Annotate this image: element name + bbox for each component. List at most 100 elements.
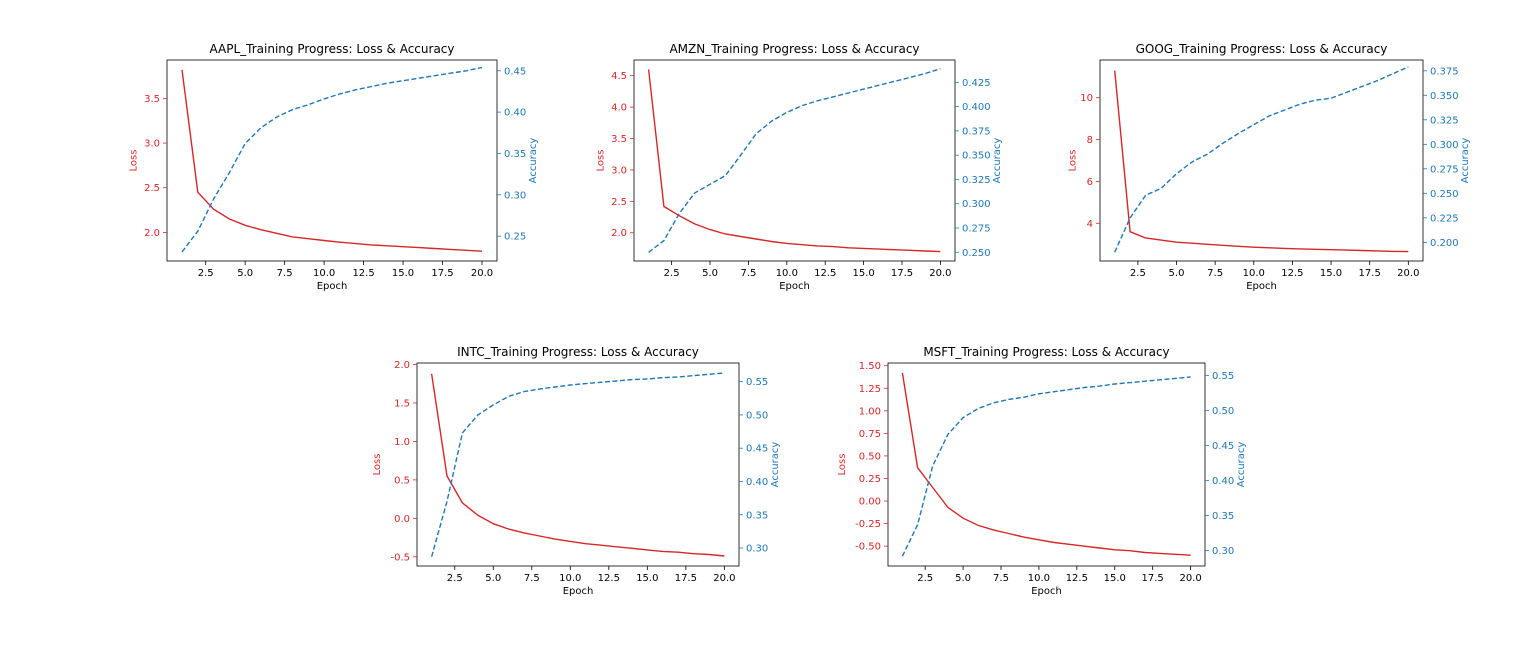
y-left-tick-label: 1.25 — [859, 384, 881, 395]
y-right-tick-label: 0.275 — [1430, 164, 1459, 175]
x-tick-label: 12.5 — [1281, 268, 1303, 279]
y-left-tick-label: 4.0 — [611, 103, 627, 114]
x-tick-label: 10.0 — [559, 573, 581, 584]
x-tick-label: 15.0 — [392, 268, 414, 279]
x-tick-label: 5.0 — [237, 268, 253, 279]
x-tick-label: 5.0 — [1169, 268, 1185, 279]
y-left-tick-label: 4 — [1087, 219, 1093, 230]
x-tick-label: 17.5 — [431, 268, 453, 279]
chart-2: GOOG_Training Progress: Loss & Accuracy 2… — [1068, 42, 1471, 292]
y-right-tick-label: 0.45 — [746, 444, 768, 455]
y-left-tick-label: -0.5 — [390, 552, 410, 563]
y-right-tick-label: 0.375 — [1430, 66, 1459, 77]
y-right-axis-label: Accuracy — [770, 442, 781, 488]
y-right-tick-label: 0.35 — [504, 149, 526, 160]
y-right-tick-label: 0.375 — [962, 126, 991, 137]
x-tick-label: 20.0 — [929, 268, 951, 279]
chart-title: MSFT_Training Progress: Loss & Accuracy — [923, 345, 1169, 359]
y-left-tick-label: 3.5 — [611, 134, 627, 145]
loss-line — [430, 373, 725, 557]
x-tick-label: 20.0 — [471, 268, 493, 279]
x-axis-label: Epoch — [1246, 281, 1277, 292]
y-left-axis-label: Loss — [595, 150, 606, 172]
accuracy-line — [181, 66, 483, 253]
chart-title: AAPL_Training Progress: Loss & Accuracy — [210, 42, 455, 56]
y-left-axis-label: Loss — [128, 150, 139, 172]
y-left-tick-label: 2.0 — [611, 228, 627, 239]
chart-4: MSFT_Training Progress: Loss & Accuracy 2… — [837, 345, 1247, 597]
x-tick-label: 15.0 — [636, 573, 658, 584]
x-tick-label: 17.5 — [675, 573, 697, 584]
x-tick-label: 5.0 — [955, 573, 971, 584]
y-right-tick-label: 0.30 — [1212, 546, 1234, 557]
y-left-tick-label: 2.5 — [144, 183, 160, 194]
y-left-tick-label: -0.25 — [855, 519, 881, 530]
x-tick-label: 2.5 — [1130, 268, 1146, 279]
chart-title: INTC_Training Progress: Loss & Accuracy — [457, 345, 699, 359]
x-tick-label: 20.0 — [1179, 573, 1201, 584]
y-right-tick-label: 0.35 — [1212, 511, 1234, 522]
y-left-tick-label: 3.0 — [144, 139, 160, 150]
y-left-axis-label: Loss — [372, 454, 383, 476]
chart-0: AAPL_Training Progress: Loss & Accuracy 2… — [128, 42, 538, 292]
x-tick-label: 10.0 — [776, 268, 798, 279]
y-left-tick-label: -0.50 — [855, 542, 881, 553]
x-tick-label: 10.0 — [1028, 573, 1050, 584]
y-right-tick-label: 0.45 — [504, 66, 526, 77]
y-left-tick-label: 6 — [1087, 177, 1093, 188]
x-tick-label: 5.0 — [485, 573, 501, 584]
y-right-tick-label: 0.40 — [1212, 476, 1234, 487]
accuracy-line — [430, 372, 725, 557]
x-tick-label: 7.5 — [993, 573, 1009, 584]
y-left-tick-label: 1.50 — [859, 361, 881, 372]
axes-frame — [633, 59, 956, 262]
y-left-tick-label: 0.25 — [859, 474, 881, 485]
x-tick-label: 15.0 — [1320, 268, 1342, 279]
axes-frame — [166, 59, 498, 262]
y-left-tick-label: 0.5 — [394, 475, 410, 486]
y-left-tick-label: 10 — [1080, 93, 1093, 104]
x-tick-label: 7.5 — [277, 268, 293, 279]
y-left-tick-label: 1.00 — [859, 406, 881, 417]
loss-line — [647, 69, 941, 253]
accuracy-line — [648, 68, 941, 253]
y-left-tick-label: 8 — [1087, 135, 1093, 146]
y-left-tick-label: 1.5 — [394, 398, 410, 409]
y-right-tick-label: 0.400 — [962, 102, 991, 113]
y-right-tick-label: 0.350 — [962, 151, 991, 162]
chart-title: GOOG_Training Progress: Loss & Accuracy — [1136, 42, 1388, 56]
y-right-tick-label: 0.30 — [504, 190, 526, 201]
y-right-tick-label: 0.55 — [1212, 371, 1234, 382]
x-axis-label: Epoch — [563, 586, 594, 597]
x-axis-label: Epoch — [779, 281, 810, 292]
y-right-tick-label: 0.350 — [1430, 91, 1459, 102]
y-right-tick-label: 0.45 — [1212, 441, 1234, 452]
axes-frame — [416, 362, 740, 567]
x-tick-label: 12.5 — [814, 268, 836, 279]
x-tick-label: 7.5 — [740, 268, 756, 279]
x-tick-label: 2.5 — [198, 268, 214, 279]
x-tick-label: 2.5 — [447, 573, 463, 584]
y-right-tick-label: 0.425 — [962, 78, 991, 89]
y-right-axis-label: Accuracy — [528, 138, 539, 184]
y-left-tick-label: 0.50 — [859, 451, 881, 462]
axes-frame — [887, 362, 1206, 567]
y-left-tick-label: 0.0 — [394, 514, 410, 525]
y-right-tick-label: 0.50 — [1212, 406, 1234, 417]
chart-3: INTC_Training Progress: Loss & Accuracy 2… — [372, 345, 781, 597]
y-left-tick-label: 0.75 — [859, 429, 881, 440]
loss-line — [181, 69, 483, 252]
y-left-tick-label: 2.0 — [144, 228, 160, 239]
y-right-tick-label: 0.25 — [504, 232, 526, 243]
y-left-tick-label: 3.0 — [611, 165, 627, 176]
x-axis-label: Epoch — [317, 281, 348, 292]
y-right-tick-label: 0.325 — [962, 175, 991, 186]
x-tick-label: 12.5 — [1066, 573, 1088, 584]
x-tick-label: 15.0 — [852, 268, 874, 279]
x-tick-label: 2.5 — [664, 268, 680, 279]
y-right-tick-label: 0.50 — [746, 410, 768, 421]
axes-frame — [1099, 59, 1424, 262]
x-tick-label: 17.5 — [891, 268, 913, 279]
